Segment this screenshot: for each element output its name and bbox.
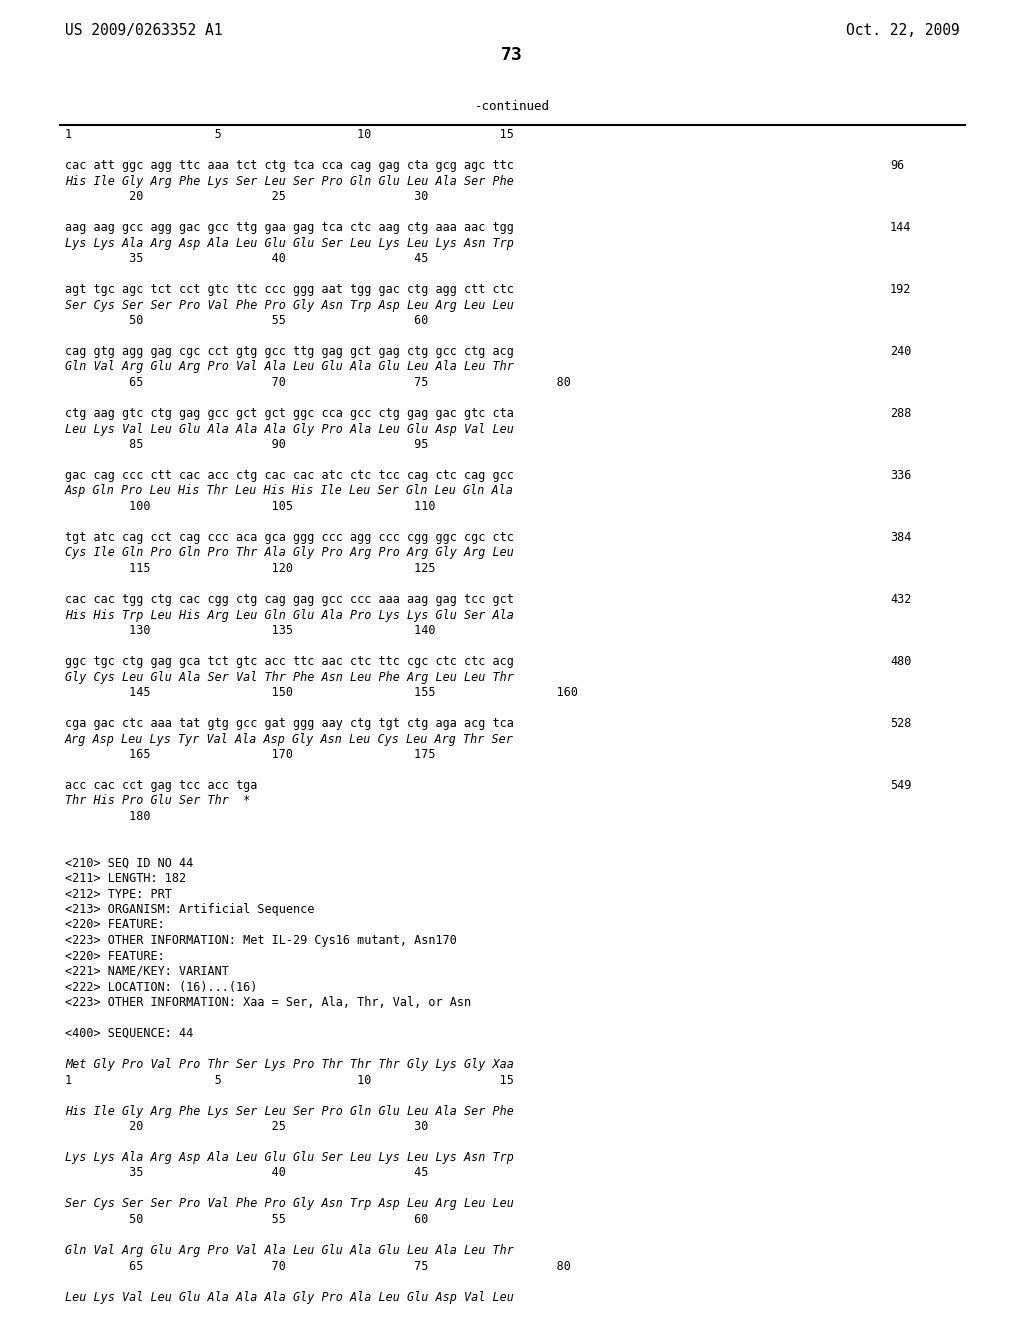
Text: His Ile Gly Arg Phe Lys Ser Leu Ser Pro Gln Glu Leu Ala Ser Phe: His Ile Gly Arg Phe Lys Ser Leu Ser Pro … [65, 1105, 514, 1118]
Text: Lys Lys Ala Arg Asp Ala Leu Glu Glu Ser Leu Lys Leu Lys Asn Trp: Lys Lys Ala Arg Asp Ala Leu Glu Glu Ser … [65, 236, 514, 249]
Text: 35                  40                  45: 35 40 45 [65, 252, 428, 265]
Text: aag aag gcc agg gac gcc ttg gaa gag tca ctc aag ctg aaa aac tgg: aag aag gcc agg gac gcc ttg gaa gag tca … [65, 220, 514, 234]
Text: 73: 73 [501, 46, 523, 63]
Text: 528: 528 [890, 717, 911, 730]
Text: 130                 135                 140: 130 135 140 [65, 624, 435, 638]
Text: Leu Lys Val Leu Glu Ala Ala Ala Gly Pro Ala Leu Glu Asp Val Leu: Leu Lys Val Leu Glu Ala Ala Ala Gly Pro … [65, 422, 514, 436]
Text: <213> ORGANISM: Artificial Sequence: <213> ORGANISM: Artificial Sequence [65, 903, 314, 916]
Text: ctg aag gtc ctg gag gcc gct gct ggc cca gcc ctg gag gac gtc cta: ctg aag gtc ctg gag gcc gct gct ggc cca … [65, 407, 514, 420]
Text: cga gac ctc aaa tat gtg gcc gat ggg aay ctg tgt ctg aga acg tca: cga gac ctc aaa tat gtg gcc gat ggg aay … [65, 717, 514, 730]
Text: 432: 432 [890, 593, 911, 606]
Text: <220> FEATURE:: <220> FEATURE: [65, 949, 165, 962]
Text: Met Gly Pro Val Pro Thr Ser Lys Pro Thr Thr Thr Gly Lys Gly Xaa: Met Gly Pro Val Pro Thr Ser Lys Pro Thr … [65, 1059, 514, 1071]
Text: Ser Cys Ser Ser Pro Val Phe Pro Gly Asn Trp Asp Leu Arg Leu Leu: Ser Cys Ser Ser Pro Val Phe Pro Gly Asn … [65, 298, 514, 312]
Text: Thr His Pro Glu Ser Thr  *: Thr His Pro Glu Ser Thr * [65, 795, 250, 808]
Text: 549: 549 [890, 779, 911, 792]
Text: 336: 336 [890, 469, 911, 482]
Text: 115                 120                 125: 115 120 125 [65, 562, 435, 576]
Text: 85                  90                  95: 85 90 95 [65, 438, 428, 451]
Text: Gln Val Arg Glu Arg Pro Val Ala Leu Glu Ala Glu Leu Ala Leu Thr: Gln Val Arg Glu Arg Pro Val Ala Leu Glu … [65, 360, 514, 374]
Text: cag gtg agg gag cgc cct gtg gcc ttg gag gct gag ctg gcc ctg acg: cag gtg agg gag cgc cct gtg gcc ttg gag … [65, 345, 514, 358]
Text: <212> TYPE: PRT: <212> TYPE: PRT [65, 887, 172, 900]
Text: tgt atc cag cct cag ccc aca gca ggg ccc agg ccc cgg ggc cgc ctc: tgt atc cag cct cag ccc aca gca ggg ccc … [65, 531, 514, 544]
Text: cac att ggc agg ttc aaa tct ctg tca cca cag gag cta gcg agc ttc: cac att ggc agg ttc aaa tct ctg tca cca … [65, 158, 514, 172]
Text: Cys Ile Gln Pro Gln Pro Thr Ala Gly Pro Arg Pro Arg Gly Arg Leu: Cys Ile Gln Pro Gln Pro Thr Ala Gly Pro … [65, 546, 514, 560]
Text: 50                  55                  60: 50 55 60 [65, 314, 428, 327]
Text: 35                  40                  45: 35 40 45 [65, 1167, 428, 1180]
Text: Gly Cys Leu Glu Ala Ser Val Thr Phe Asn Leu Phe Arg Leu Leu Thr: Gly Cys Leu Glu Ala Ser Val Thr Phe Asn … [65, 671, 514, 684]
Text: 145                 150                 155                 160: 145 150 155 160 [65, 686, 578, 700]
Text: acc cac cct gag tcc acc tga: acc cac cct gag tcc acc tga [65, 779, 257, 792]
Text: 20                  25                  30: 20 25 30 [65, 1119, 428, 1133]
Text: agt tgc agc tct cct gtc ttc ccc ggg aat tgg gac ctg agg ctt ctc: agt tgc agc tct cct gtc ttc ccc ggg aat … [65, 282, 514, 296]
Text: <211> LENGTH: 182: <211> LENGTH: 182 [65, 873, 186, 884]
Text: His His Trp Leu His Arg Leu Gln Glu Ala Pro Lys Lys Glu Ser Ala: His His Trp Leu His Arg Leu Gln Glu Ala … [65, 609, 514, 622]
Text: <222> LOCATION: (16)...(16): <222> LOCATION: (16)...(16) [65, 981, 257, 994]
Text: His Ile Gly Arg Phe Lys Ser Leu Ser Pro Gln Glu Leu Ala Ser Phe: His Ile Gly Arg Phe Lys Ser Leu Ser Pro … [65, 174, 514, 187]
Text: <210> SEQ ID NO 44: <210> SEQ ID NO 44 [65, 857, 194, 870]
Text: 165                 170                 175: 165 170 175 [65, 748, 435, 762]
Text: 192: 192 [890, 282, 911, 296]
Text: 144: 144 [890, 220, 911, 234]
Text: 1                    5                   10                  15: 1 5 10 15 [65, 128, 514, 141]
Text: 288: 288 [890, 407, 911, 420]
Text: US 2009/0263352 A1: US 2009/0263352 A1 [65, 22, 222, 38]
Text: 240: 240 [890, 345, 911, 358]
Text: 1                    5                   10                  15: 1 5 10 15 [65, 1073, 514, 1086]
Text: 384: 384 [890, 531, 911, 544]
Text: 20                  25                  30: 20 25 30 [65, 190, 428, 203]
Text: Arg Asp Leu Lys Tyr Val Ala Asp Gly Asn Leu Cys Leu Arg Thr Ser: Arg Asp Leu Lys Tyr Val Ala Asp Gly Asn … [65, 733, 514, 746]
Text: Ser Cys Ser Ser Pro Val Phe Pro Gly Asn Trp Asp Leu Arg Leu Leu: Ser Cys Ser Ser Pro Val Phe Pro Gly Asn … [65, 1197, 514, 1210]
Text: 65                  70                  75                  80: 65 70 75 80 [65, 1259, 570, 1272]
Text: gac cag ccc ctt cac acc ctg cac cac atc ctc tcc cag ctc cag gcc: gac cag ccc ctt cac acc ctg cac cac atc … [65, 469, 514, 482]
Text: <223> OTHER INFORMATION: Xaa = Ser, Ala, Thr, Val, or Asn: <223> OTHER INFORMATION: Xaa = Ser, Ala,… [65, 997, 471, 1008]
Text: ggc tgc ctg gag gca tct gtc acc ttc aac ctc ttc cgc ctc ctc acg: ggc tgc ctg gag gca tct gtc acc ttc aac … [65, 655, 514, 668]
Text: 480: 480 [890, 655, 911, 668]
Text: cac cac tgg ctg cac cgg ctg cag gag gcc ccc aaa aag gag tcc gct: cac cac tgg ctg cac cgg ctg cag gag gcc … [65, 593, 514, 606]
Text: Oct. 22, 2009: Oct. 22, 2009 [846, 22, 961, 38]
Text: Asp Gln Pro Leu His Thr Leu His His Ile Leu Ser Gln Leu Gln Ala: Asp Gln Pro Leu His Thr Leu His His Ile … [65, 484, 514, 498]
Text: Leu Lys Val Leu Glu Ala Ala Ala Gly Pro Ala Leu Glu Asp Val Leu: Leu Lys Val Leu Glu Ala Ala Ala Gly Pro … [65, 1291, 514, 1303]
Text: 50                  55                  60: 50 55 60 [65, 1213, 428, 1226]
Text: Lys Lys Ala Arg Asp Ala Leu Glu Glu Ser Leu Lys Leu Lys Asn Trp: Lys Lys Ala Arg Asp Ala Leu Glu Glu Ser … [65, 1151, 514, 1164]
Text: 100                 105                 110: 100 105 110 [65, 500, 435, 513]
Text: <223> OTHER INFORMATION: Met IL-29 Cys16 mutant, Asn170: <223> OTHER INFORMATION: Met IL-29 Cys16… [65, 935, 457, 946]
Text: 180: 180 [65, 810, 151, 822]
Text: 96: 96 [890, 158, 904, 172]
Text: <220> FEATURE:: <220> FEATURE: [65, 919, 165, 932]
Text: Gln Val Arg Glu Arg Pro Val Ala Leu Glu Ala Glu Leu Ala Leu Thr: Gln Val Arg Glu Arg Pro Val Ala Leu Glu … [65, 1243, 514, 1257]
Text: -continued: -continued [474, 100, 550, 114]
Text: 65                  70                  75                  80: 65 70 75 80 [65, 376, 570, 389]
Text: <400> SEQUENCE: 44: <400> SEQUENCE: 44 [65, 1027, 194, 1040]
Text: <221> NAME/KEY: VARIANT: <221> NAME/KEY: VARIANT [65, 965, 229, 978]
